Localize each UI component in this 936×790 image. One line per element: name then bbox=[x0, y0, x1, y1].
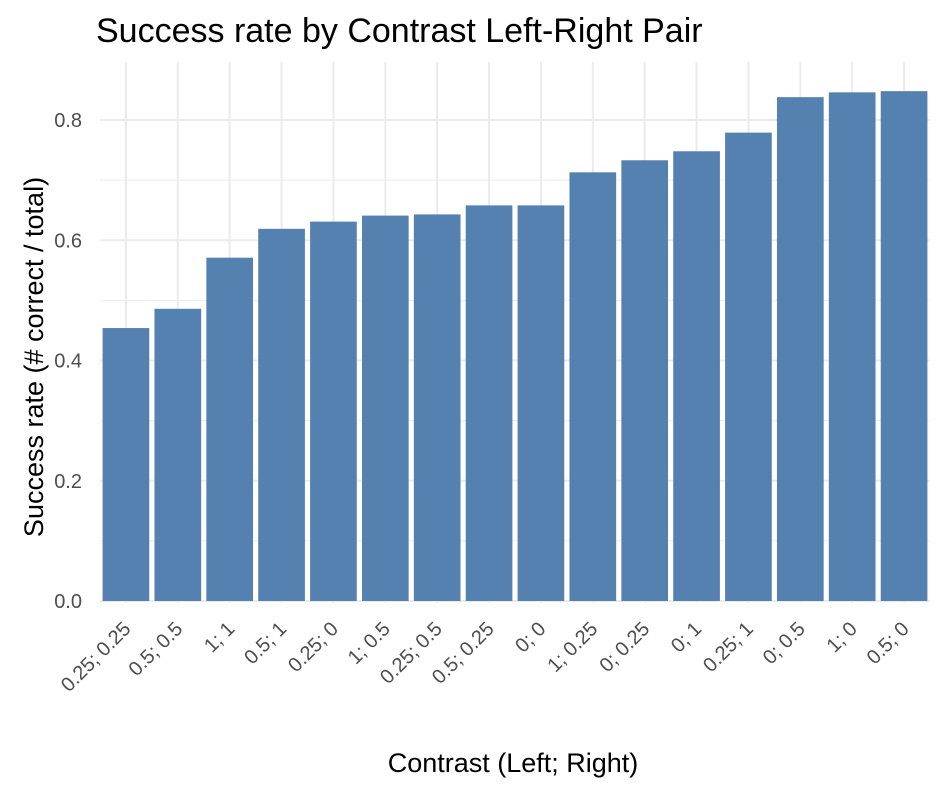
bar bbox=[569, 172, 617, 601]
bar bbox=[725, 132, 772, 601]
y-tick-label: 0.8 bbox=[54, 110, 82, 132]
x-tick-label: 0; 0 bbox=[511, 618, 550, 657]
x-tick-label: 0.25; 0.25 bbox=[57, 618, 135, 696]
x-axis-title: Contrast (Left; Right) bbox=[388, 748, 639, 778]
x-tick-label: 1; 0 bbox=[823, 618, 862, 657]
bar bbox=[673, 151, 720, 601]
x-tick-label: 1; 1 bbox=[200, 618, 239, 657]
bar bbox=[206, 257, 254, 601]
bars bbox=[102, 91, 928, 602]
x-tick-label: 0.25; 1 bbox=[699, 618, 758, 677]
y-tick-label: 0.0 bbox=[54, 591, 82, 613]
y-tick-label: 0.6 bbox=[54, 230, 82, 252]
bar bbox=[258, 228, 305, 601]
x-axis-ticks: 0.25; 0.250.5; 0.5 1; 1 0.5; 10.25; 0 1; 0.… bbox=[57, 618, 914, 696]
y-tick-label: 0.4 bbox=[54, 351, 82, 373]
chart-title: Success rate by Contrast Left-Right Pair bbox=[96, 12, 703, 50]
bar bbox=[621, 160, 669, 601]
bar bbox=[880, 91, 928, 601]
bar bbox=[310, 221, 357, 602]
bar bbox=[776, 97, 824, 602]
y-axis-ticks: 0.0 0.2 0.4 0.6 0.8 bbox=[54, 110, 82, 613]
x-tick-label: 1; 0.25 bbox=[544, 618, 603, 677]
bar bbox=[413, 214, 461, 601]
bar bbox=[102, 328, 150, 601]
x-tick-label: 0.5; 0.5 bbox=[125, 618, 188, 681]
y-axis-title: Success rate (# correct / total) bbox=[19, 177, 49, 537]
bar bbox=[828, 92, 876, 601]
bar bbox=[361, 215, 409, 601]
x-tick-label: 0.5; 0 bbox=[863, 618, 914, 669]
x-tick-label: 0; 0.5 bbox=[759, 618, 810, 669]
y-tick-label: 0.2 bbox=[54, 471, 82, 493]
x-tick-label: 0; 1 bbox=[667, 618, 706, 657]
bar bbox=[517, 205, 565, 601]
bar bbox=[154, 308, 202, 601]
x-tick-label: 0; 0.25 bbox=[595, 618, 654, 677]
x-tick-label: 0.25; 0 bbox=[284, 618, 343, 677]
bar bbox=[465, 205, 513, 601]
